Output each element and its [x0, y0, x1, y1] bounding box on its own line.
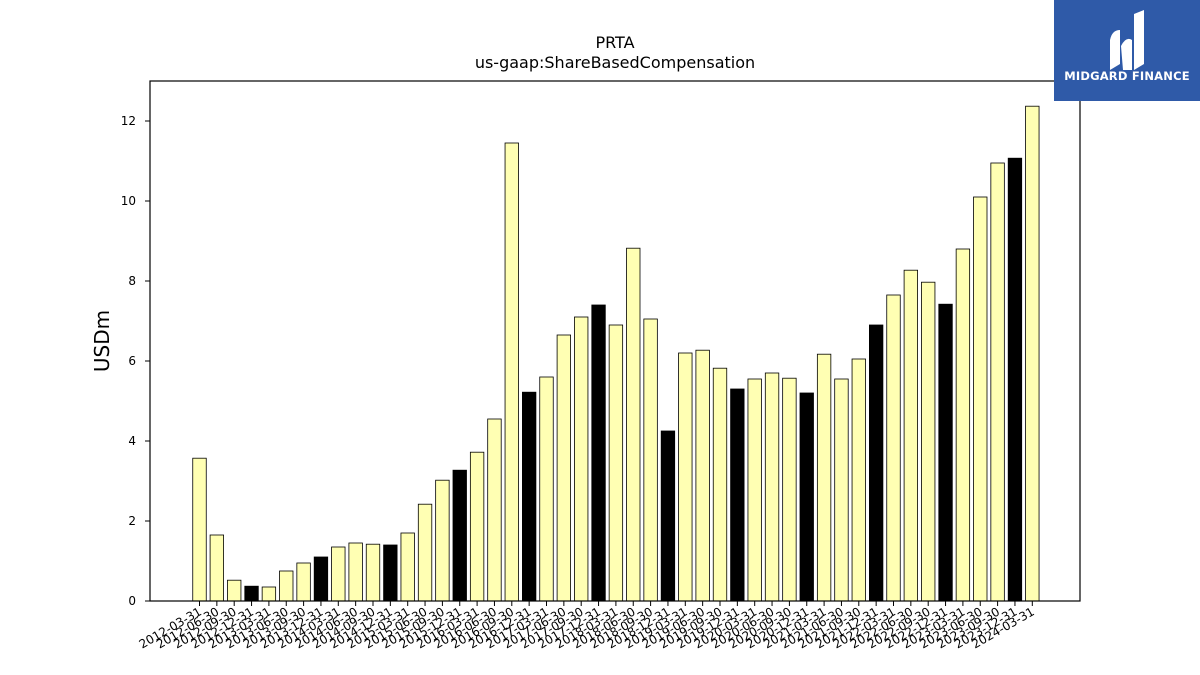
bar-2020-09-30	[782, 377, 797, 602]
bar-2022-03-31	[886, 294, 901, 602]
bar-2021-09-30	[851, 358, 866, 602]
bar-2022-09-30	[921, 281, 936, 602]
bar-2018-03-31	[608, 324, 624, 602]
bar-2023-12-31	[1007, 157, 1023, 602]
bar-2016-03-31	[469, 451, 485, 602]
bar-2023-09-30	[990, 162, 1005, 602]
bar-2012-03-31	[192, 457, 207, 602]
bar-2023-06-30	[973, 196, 988, 602]
y-tick-label: 0	[128, 594, 136, 608]
logo-mark-icon	[1110, 10, 1144, 70]
chart-subtitle: us-gaap:ShareBasedCompensation	[475, 53, 755, 72]
bars-group	[192, 105, 1040, 602]
x-ticks-group: 2012-03-312012-06-302012-09-302012-12-31…	[137, 601, 1037, 651]
bar-2013-03-31	[261, 586, 277, 602]
bar-2021-06-30	[834, 378, 849, 602]
bar-2012-12-31	[244, 585, 259, 602]
bar-2018-12-31	[660, 430, 676, 602]
bar-2019-03-31	[678, 352, 693, 602]
bar-2013-06-30	[279, 570, 294, 602]
bar-2024-03-31	[1025, 105, 1040, 602]
bar-2015-12-31	[452, 469, 467, 602]
y-axis-label: USDm	[90, 310, 114, 372]
bar-2012-06-30	[209, 534, 225, 602]
bar-2014-03-31	[331, 546, 346, 602]
bar-2016-06-30	[487, 418, 502, 602]
bar-2013-12-31	[313, 556, 329, 602]
chart-title: PRTA	[595, 33, 634, 52]
y-tick-label: 12	[121, 114, 136, 128]
bar-2013-09-30	[296, 562, 311, 602]
bar-2017-12-31	[591, 304, 606, 602]
bar-2017-09-30	[574, 316, 589, 602]
bar-2016-09-30	[504, 142, 519, 602]
bar-2015-09-30	[435, 479, 450, 602]
bar-2016-12-31	[522, 391, 537, 602]
plot-frame	[149, 80, 1081, 602]
bar-2020-03-31	[747, 378, 762, 602]
y-tick-label: 4	[128, 434, 136, 448]
bar-2017-03-31	[539, 376, 554, 602]
bar-2012-09-30	[227, 579, 242, 602]
y-tick-label: 10	[121, 194, 136, 208]
y-tick-label: 6	[128, 354, 136, 368]
bar-2014-12-31	[383, 544, 398, 602]
bar-2023-03-31	[955, 248, 971, 602]
y-tick-label: 8	[128, 274, 136, 288]
bar-2021-03-31	[816, 353, 832, 602]
bar-2019-09-30	[712, 367, 728, 602]
bar-2018-09-30	[643, 318, 658, 602]
bar-2022-12-31	[938, 303, 953, 602]
brand-logo: MIDGARD FINANCE	[1054, 0, 1200, 101]
brand-logo-text: MIDGARD FINANCE	[1064, 69, 1190, 83]
bar-2017-06-30	[556, 334, 571, 602]
bar-2015-03-31	[400, 532, 415, 602]
bar-2021-12-31	[869, 324, 884, 602]
y-ticks-group: 0 2 4 6 8 10 12	[121, 114, 150, 608]
bar-2020-06-30	[764, 372, 780, 602]
bar-2018-06-30	[626, 247, 641, 602]
bar-2020-12-31	[799, 392, 814, 602]
bar-2019-06-30	[695, 349, 710, 602]
bar-2014-06-30	[348, 542, 363, 602]
bar-2022-06-30	[903, 269, 918, 602]
bar-2015-06-30	[417, 503, 433, 602]
bar-2014-09-30	[365, 543, 381, 602]
y-tick-label: 2	[128, 514, 136, 528]
bar-2019-12-31	[730, 388, 745, 602]
